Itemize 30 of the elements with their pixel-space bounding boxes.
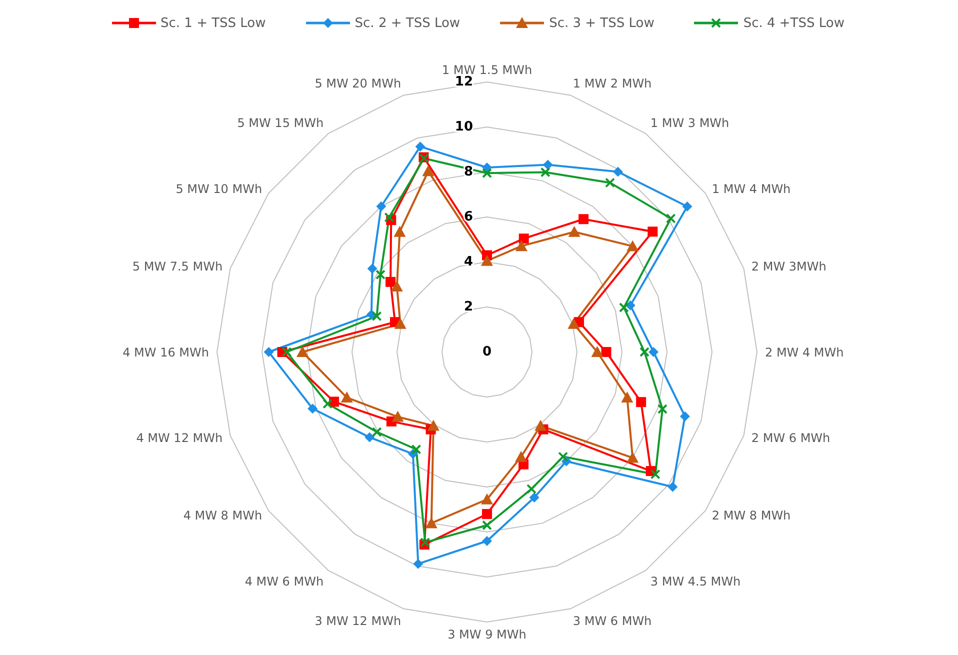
- spoke-label: 3 MW 9 MWh: [448, 628, 526, 642]
- spoke-label: 3 MW 12 MWh: [314, 614, 402, 628]
- spoke-label: 4 MW 12 MWh: [136, 431, 223, 446]
- y-tick-label: 12: [454, 74, 473, 90]
- spoke-label: 1 MW 4 MWh: [712, 182, 791, 196]
- spoke-label: 3 MW 6 MWh: [572, 614, 652, 628]
- spoke-label: 2 MW 3MWh: [751, 259, 826, 274]
- spoke-label: 2 MW 4 MWh: [765, 345, 844, 360]
- spoke-label: 5 MW 15 MWh: [237, 116, 324, 130]
- legend-label: Sc. 4 +TSS Low: [743, 16, 844, 30]
- spoke-label: 2 MW 8 MWh: [712, 508, 791, 523]
- legend-label: Sc. 1 + TSS Low: [160, 16, 266, 30]
- y-tick-label: 0: [482, 344, 492, 360]
- spoke-label: 1 MW 1.5 MWh: [442, 63, 532, 77]
- spoke-label: 5 MW 10 MWh: [176, 182, 262, 196]
- spoke-label: 1 MW 2 MWh: [572, 76, 652, 91]
- y-tick-label: 2: [464, 300, 473, 315]
- y-tick-label: 4: [464, 254, 473, 270]
- legend-label: Sc. 3 + TSS Low: [549, 16, 654, 30]
- y-tick-label: 10: [454, 120, 473, 135]
- spoke-label: 2 MW 6 MWh: [751, 431, 830, 446]
- spoke-label: 4 MW 16 MWh: [122, 345, 209, 360]
- spoke-label: 1 MW 3 MWh: [650, 116, 730, 130]
- spoke-label: 4 MW 6 MWh: [244, 574, 324, 588]
- legend-label: Sc. 2 + TSS Low: [354, 16, 460, 30]
- spoke-label: 4 MW 8 MWh: [183, 508, 262, 523]
- spoke-label: 5 MW 7.5 MWh: [132, 259, 223, 274]
- spoke-label: 3 MW 4.5 MWh: [650, 574, 741, 588]
- spoke-label: 5 MW 20 MWh: [314, 76, 402, 91]
- y-tick-label: 6: [464, 210, 473, 225]
